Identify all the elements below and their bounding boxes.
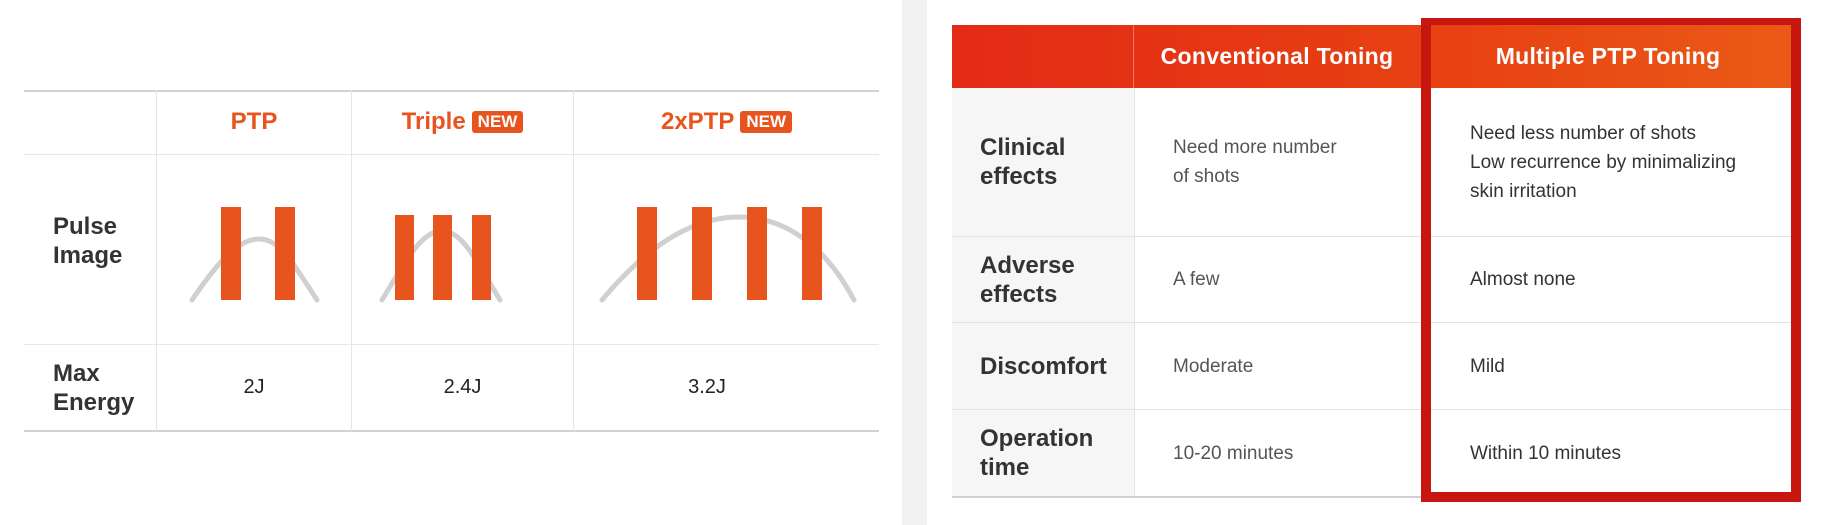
column-header-triple: Triple NEW (352, 90, 573, 154)
conventional-operation-time: 10-20 minutes (1173, 442, 1294, 464)
pulse-bar (433, 215, 452, 300)
row-divider (24, 344, 879, 345)
pulse-bar (747, 207, 767, 300)
header-conventional-toning: Conventional Toning (1160, 43, 1394, 69)
pulse-bar (637, 207, 657, 300)
column-header-ptp: PTP (157, 90, 351, 154)
multiple-adverse-effects: Almost none (1470, 269, 1576, 290)
row-label-line: Energy (53, 389, 135, 416)
column-header-2xptp: 2xPTP NEW (574, 90, 879, 154)
column-header-label: Triple (401, 108, 466, 135)
column-header-label: 2xPTP (660, 108, 735, 135)
multiple-clinical-effects: Need less number of shots Low recurrence… (1470, 88, 1736, 236)
max-energy-value: 3.2J (688, 376, 726, 398)
row-label-line: Max (53, 360, 100, 387)
row-label-max-energy: Max Energy (53, 359, 134, 417)
row-label-pulse-image: Pulse Image (53, 212, 122, 270)
multiple-discomfort: Mild (1470, 355, 1505, 377)
max-energy-2xptp: 3.2J (574, 345, 840, 430)
column-divider (1134, 88, 1135, 497)
row-label-line: Pulse (53, 213, 118, 240)
row-divider (952, 236, 1796, 237)
multiple-operation-time: Within 10 minutes (1470, 442, 1622, 464)
column-header-label: PTP (230, 108, 278, 135)
row-label-adverse-effects: Adverse effects (980, 237, 1075, 322)
cell-text-line: Need more number (1173, 137, 1337, 158)
row-label-line: Adverse (980, 251, 1075, 279)
pulse-bar (802, 207, 822, 300)
table-bottom-border (24, 430, 879, 432)
row-label-line: Image (53, 242, 123, 269)
row-label-clinical-effects: Clinical effects (980, 88, 1065, 236)
table-header-bar (952, 25, 1796, 88)
header-column-divider (1133, 25, 1134, 88)
header-multiple-ptp-toning: Multiple PTP Toning (1495, 43, 1721, 69)
pulse-image-triple (379, 215, 503, 303)
cell-text-line: of shots (1173, 166, 1240, 187)
conventional-adverse-effects: A few (1173, 269, 1220, 290)
max-energy-ptp: 2J (157, 345, 351, 430)
row-label-line: time (980, 454, 1030, 481)
pulse-bar (395, 215, 414, 300)
new-badge: NEW (740, 111, 793, 133)
panel-divider (902, 0, 927, 525)
row-label-operation-time: Operation time (980, 410, 1093, 496)
pulse-bar (472, 215, 491, 300)
column-divider (351, 90, 352, 431)
table-bottom-border (952, 496, 1422, 498)
row-label-line: effects (980, 280, 1058, 308)
pulse-envelope-curve (189, 236, 320, 303)
row-label-line: Operation (980, 425, 1094, 452)
pulse-bar (275, 207, 295, 300)
row-divider (952, 322, 1796, 323)
row-label-discomfort: Discomfort (980, 352, 1107, 380)
row-divider (952, 409, 1796, 410)
pulse-bar (221, 207, 241, 300)
row-label-line: Clinical (980, 134, 1066, 161)
conventional-discomfort: Moderate (1173, 355, 1254, 377)
row-label-line: effects (980, 163, 1058, 190)
max-energy-triple: 2.4J (352, 345, 573, 430)
column-divider (156, 90, 157, 431)
pulse-bar (692, 207, 712, 300)
new-badge: NEW (471, 111, 524, 133)
row-divider (24, 154, 879, 155)
row-label-column (952, 88, 1134, 497)
cell-text-line: Need less number of shots (1470, 122, 1697, 144)
cell-text-line: skin irritation (1470, 180, 1577, 202)
cell-text-line: Low recurrence by minimalizing (1470, 151, 1737, 173)
conventional-clinical-effects: Need more number of shots (1173, 88, 1337, 236)
column-divider (573, 90, 574, 431)
pulse-image-2xptp (599, 207, 857, 303)
max-energy-value: 2.4J (443, 376, 482, 398)
pulse-image-ptp (189, 207, 320, 303)
table-top-border (24, 90, 879, 92)
max-energy-value: 2J (243, 376, 265, 398)
